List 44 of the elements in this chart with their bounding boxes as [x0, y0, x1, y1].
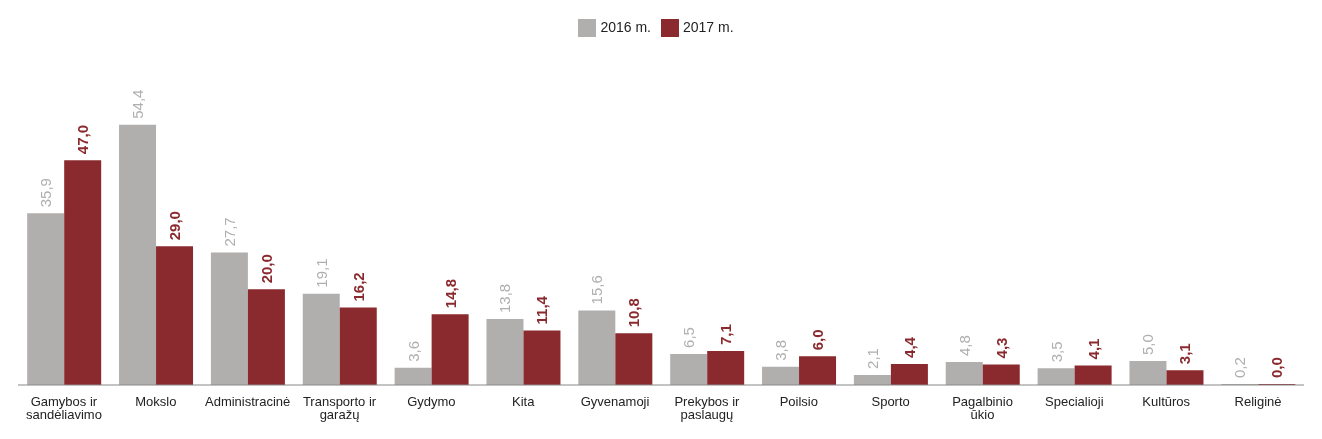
legend-label: 2017 m.	[683, 19, 734, 35]
data-label: 0,0	[1268, 357, 1286, 378]
x-tick-label: Gydymo	[407, 394, 456, 410]
data-label: 35,9	[37, 178, 55, 208]
legend-label: 2016 m.	[600, 19, 651, 35]
data-label: 2,1	[863, 348, 881, 369]
data-label: 20,0	[257, 254, 275, 284]
x-tick-label: Gamybos ir sandėliavimo	[25, 394, 102, 423]
data-label: 6,0	[809, 329, 827, 351]
data-label: 4,1	[1084, 338, 1102, 360]
data-label: 4,4	[900, 336, 918, 358]
data-label: 29,0	[166, 211, 184, 241]
data-label: 10,8	[625, 298, 643, 328]
data-label: 13,8	[496, 283, 514, 313]
data-label: 27,7	[220, 217, 238, 247]
x-tick-label: Religinė	[1234, 394, 1282, 410]
data-label: 3,6	[404, 340, 422, 362]
data-label: 5,0	[1139, 334, 1157, 356]
data-label: 7,1	[717, 324, 735, 346]
x-tick-label: Gyvenamoji	[580, 394, 650, 410]
data-label: 0,2	[1231, 357, 1249, 378]
data-label: 4,8	[955, 335, 973, 357]
data-label: 11,4	[533, 295, 551, 325]
data-label: 3,1	[1176, 343, 1194, 365]
x-tick-label: Administracinė	[205, 394, 291, 410]
data-label: 16,2	[349, 272, 367, 302]
x-tick-label: Kita	[512, 394, 536, 410]
data-label: 3,5	[1047, 341, 1065, 363]
x-tick-label: Kultūros	[1142, 394, 1191, 410]
x-tick-label: Pagalbinio ūkio	[952, 394, 1013, 423]
x-tick-label: Mokslo	[135, 394, 177, 410]
x-tick-label: Prekybos ir paslaugų	[674, 394, 741, 423]
data-label: 14,8	[441, 279, 459, 309]
data-label: 47,0	[74, 124, 92, 155]
data-label: 3,8	[772, 339, 790, 361]
data-label: 54,4	[129, 89, 147, 119]
data-label: 19,1	[312, 258, 330, 288]
x-tick-label: Specialioji	[1045, 394, 1104, 410]
x-tick-label: Transporto ir garažų	[302, 394, 377, 423]
data-label: 15,6	[588, 275, 606, 305]
x-tick-label: Poilsio	[779, 394, 818, 410]
data-label: 4,3	[992, 337, 1010, 359]
x-tick-label: Sporto	[871, 394, 910, 410]
data-label: 6,5	[680, 327, 698, 348]
